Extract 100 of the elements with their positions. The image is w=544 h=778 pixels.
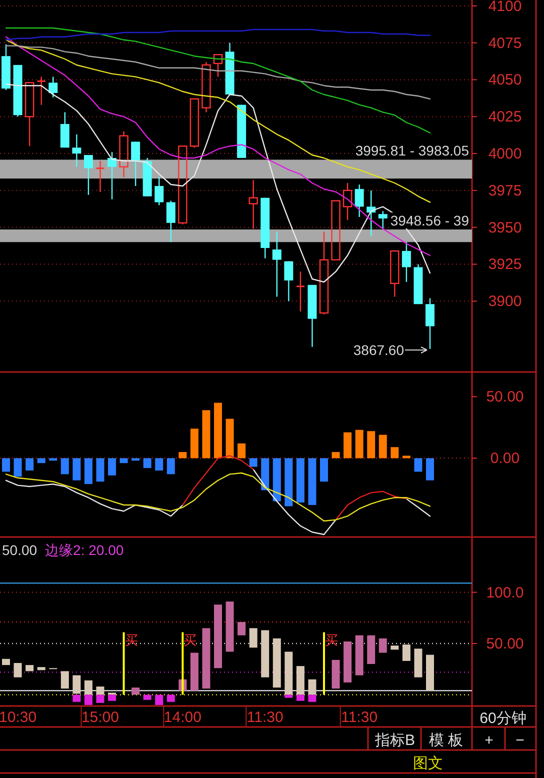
- bar: [332, 452, 340, 458]
- bar: [367, 635, 376, 664]
- data-label: 买: [124, 632, 138, 648]
- y-tick-label: 50.00: [486, 636, 524, 653]
- bar: [355, 430, 364, 458]
- bar: [60, 671, 69, 689]
- bar: [178, 452, 187, 458]
- bar: [132, 458, 140, 461]
- bar: [122, 632, 125, 695]
- candlestick: [284, 260, 294, 302]
- candlestick: [166, 200, 176, 243]
- bar: [308, 679, 316, 695]
- bar: [49, 458, 58, 461]
- annotation: 50.00: [2, 542, 38, 558]
- band-label: 3995.81 - 3983.05: [355, 142, 470, 159]
- bar: [60, 458, 69, 474]
- bar: [284, 458, 293, 506]
- bar: [14, 662, 22, 678]
- text: 图文: [413, 755, 443, 772]
- bar: [214, 402, 222, 458]
- candlestick: [378, 210, 388, 230]
- candlestick: [354, 184, 364, 218]
- bar: [390, 447, 399, 458]
- y-tick-label: 0.00: [490, 450, 520, 468]
- bar: [355, 635, 364, 676]
- x-tick-label: 14:00: [164, 709, 202, 726]
- bar: [226, 602, 234, 652]
- bar: [14, 458, 22, 477]
- bar: [414, 648, 422, 678]
- bar: [323, 632, 325, 695]
- bar: [249, 628, 258, 648]
- y-tick-label: 50.00: [486, 388, 524, 406]
- bar: [84, 458, 92, 484]
- bar: [414, 458, 422, 472]
- bar: [426, 654, 434, 691]
- y-tick-label: 3925: [488, 256, 522, 274]
- line-series: [5, 45, 431, 100]
- line-series: [5, 28, 431, 40]
- bar: [166, 694, 175, 702]
- bar: [344, 641, 352, 682]
- bar: [37, 667, 46, 670]
- bar: [238, 443, 246, 458]
- bar: [108, 694, 116, 701]
- candlestick: [248, 179, 258, 230]
- bar: [402, 456, 410, 458]
- x-tick-label: 11:30: [246, 709, 284, 726]
- band-label: 3948.56 - 39: [390, 212, 470, 228]
- y-tick-label: 4075: [488, 34, 522, 52]
- bar: [155, 694, 164, 705]
- bar: [272, 638, 281, 688]
- bar: [190, 652, 198, 691]
- candlestick: [296, 271, 306, 312]
- y-tick-label: 100.0: [486, 584, 524, 602]
- y-tick-label: 3975: [488, 182, 522, 200]
- bar: [284, 652, 293, 695]
- bar: [96, 458, 104, 482]
- bar: [426, 458, 434, 480]
- bar: [320, 458, 328, 482]
- y-tick-label: 4025: [488, 108, 522, 126]
- bar: [190, 428, 198, 458]
- bar: [37, 458, 46, 464]
- bar: [308, 458, 316, 505]
- x-tick-label: 10:30: [0, 709, 37, 726]
- y-tick-label: 4050: [488, 72, 522, 89]
- candlestick: [426, 298, 434, 350]
- bar: [202, 628, 210, 689]
- bar: [72, 694, 81, 702]
- data-label: 买: [184, 632, 197, 648]
- bar: [96, 694, 104, 703]
- line-series: [5, 27, 431, 134]
- x-tick-label: 15:00: [81, 709, 119, 726]
- text: +: [484, 732, 494, 749]
- bar: [296, 694, 304, 701]
- bar: [402, 644, 410, 661]
- bar: [308, 694, 316, 702]
- bar: [143, 458, 152, 468]
- bar: [378, 434, 387, 458]
- candlestick: [131, 141, 140, 187]
- bar: [120, 458, 128, 464]
- bar: [96, 686, 104, 695]
- bar: [2, 458, 10, 472]
- bar: [155, 458, 164, 471]
- candlestick: [60, 112, 70, 148]
- text: −: [516, 732, 525, 749]
- text: 60分钟: [480, 710, 526, 727]
- y-tick-label: 4000: [488, 146, 522, 163]
- candlestick: [202, 61, 211, 113]
- bar: [26, 665, 34, 672]
- bar: [296, 666, 304, 695]
- bar: [143, 694, 152, 700]
- bar: [261, 630, 270, 678]
- bar: [2, 658, 10, 666]
- annotation: 3867.60: [353, 342, 404, 358]
- y-tick-label: 3950: [488, 219, 522, 236]
- bar: [132, 688, 140, 695]
- annotation: 边缘2: 20.00: [45, 542, 124, 558]
- bar: [26, 458, 34, 471]
- candlestick: [154, 176, 164, 206]
- text: 模 板: [428, 732, 464, 749]
- text: 指标B: [374, 732, 416, 749]
